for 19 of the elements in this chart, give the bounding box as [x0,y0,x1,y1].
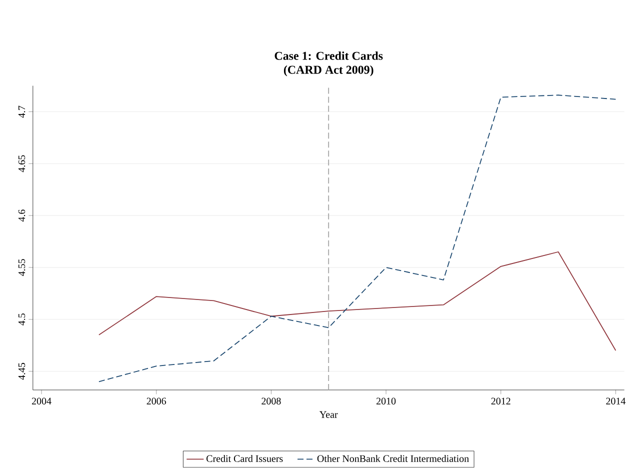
y-tick-label: 4.45 [18,363,26,380]
line-series [98,94,616,382]
y-tick-label: 4.5 [18,314,26,326]
y-tick-label: 4.6 [18,210,26,222]
chart-subtitle: (CARD Act 2009) [284,66,374,76]
y-tick-label: 4.55 [18,259,26,276]
y-tick-label: 4.7 [18,106,26,118]
x-tick-label: 2008 [262,398,281,405]
x-tick-label: 2006 [146,398,166,405]
y-tick-label: 4.65 [18,155,26,172]
legend-label: Credit Card Issuers [206,455,283,462]
legend-label: Other NonBank Credit Intermediation [317,455,469,462]
x-axis-title: Year [320,412,338,418]
chart-title: Case 1: Credit Cards [274,52,383,60]
x-tick-label: 2004 [32,398,52,405]
x-tick-label: 2012 [491,398,510,405]
line-series [98,252,616,352]
x-tick-label: 2010 [376,398,396,405]
x-tick-label: 2014 [606,398,626,405]
